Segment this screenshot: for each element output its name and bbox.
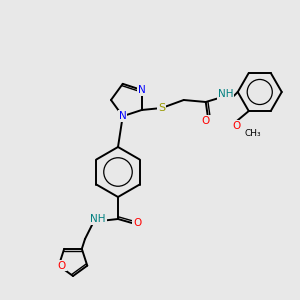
Text: O: O (58, 261, 66, 271)
Text: O: O (202, 116, 210, 126)
Text: NH: NH (218, 89, 233, 99)
Text: O: O (133, 218, 141, 228)
Text: N: N (119, 111, 127, 121)
Text: S: S (158, 103, 165, 113)
Text: O: O (232, 121, 241, 131)
Text: NH: NH (90, 214, 106, 224)
Text: N: N (138, 85, 146, 95)
Text: CH₃: CH₃ (245, 128, 261, 137)
